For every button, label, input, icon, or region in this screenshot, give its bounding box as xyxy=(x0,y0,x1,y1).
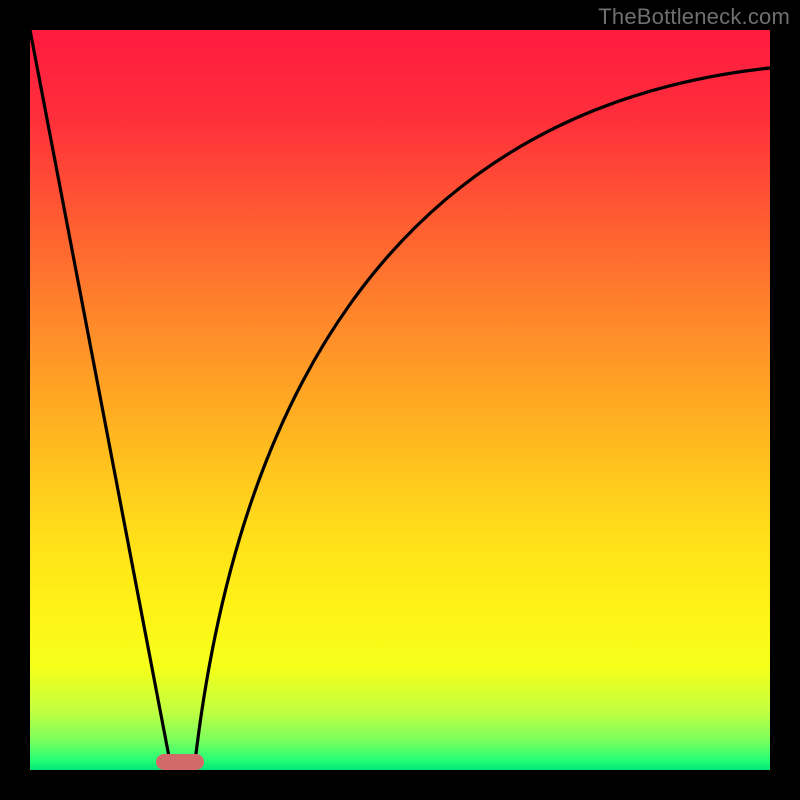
bottleneck-chart xyxy=(0,0,800,800)
chart-frame: TheBottleneck.com xyxy=(0,0,800,800)
watermark-text: TheBottleneck.com xyxy=(598,4,790,30)
optimal-marker-pill xyxy=(156,754,204,770)
gradient-background xyxy=(30,30,770,770)
